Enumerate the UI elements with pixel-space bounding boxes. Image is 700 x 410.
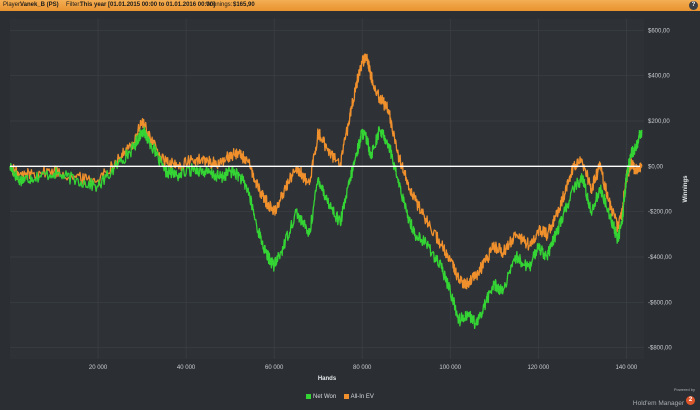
winnings-value: $165,90 <box>233 2 255 8</box>
help-icon[interactable]: ? <box>689 1 698 10</box>
legend-net-won-swatch <box>306 393 311 399</box>
axis-ticks: 20 000 40 000 60 000 80 000 100 000 120 000 14… <box>89 28 672 371</box>
x-tick-label: 80 000 <box>353 365 372 371</box>
hm2-logo-icon: 2 <box>686 396 695 406</box>
series-net-won-line <box>9 126 643 330</box>
player-value[interactable]: Vanek_B (PS) <box>20 2 59 8</box>
series-lines <box>9 53 643 330</box>
filter-value[interactable]: This year [01.01.2015 00:00 to 01.01.201… <box>80 2 216 8</box>
y-tick-label: $600,00 <box>648 28 670 34</box>
legend-net-won[interactable]: Net Won <box>313 394 337 400</box>
y-axis-label: Winnings <box>683 175 689 203</box>
branding: Powered by Hold'em Manager 2 <box>633 387 695 410</box>
x-tick-label: 20 000 <box>89 365 108 371</box>
x-tick-label: 40 000 <box>177 365 196 371</box>
x-tick-label: 120 000 <box>527 365 549 371</box>
filter-bar: Player: Vanek_B (PS) Filter: This year [… <box>0 0 700 11</box>
y-tick-label: -$800,00 <box>648 346 672 352</box>
y-tick-label: -$200,00 <box>648 210 672 216</box>
player-label: Player: <box>3 2 22 8</box>
y-tick-label: $400,00 <box>648 74 670 80</box>
plot-area <box>10 19 644 359</box>
x-tick-label: 60 000 <box>265 365 284 371</box>
y-tick-label: -$400,00 <box>648 255 672 261</box>
filter-label: Filter: <box>66 2 81 8</box>
x-tick-label: 100 000 <box>439 365 461 371</box>
y-tick-label: -$600,00 <box>648 300 672 306</box>
powered-by-text: Powered by <box>673 387 695 392</box>
winnings-graph: 20 000 40 000 60 000 80 000 100 000 120 000 14… <box>9 19 689 382</box>
x-axis-label: Hands <box>318 376 337 382</box>
y-tick-label: $200,00 <box>648 119 670 125</box>
legend-allin-ev-swatch <box>343 393 349 399</box>
legend-allin-ev[interactable]: All-In EV <box>350 394 374 400</box>
x-tick-label: 140 000 <box>616 365 638 371</box>
winnings-label: Winnings: <box>206 2 233 8</box>
legend: Net Won All-In EV <box>306 392 374 402</box>
y-tick-label: $0,00 <box>648 164 664 170</box>
